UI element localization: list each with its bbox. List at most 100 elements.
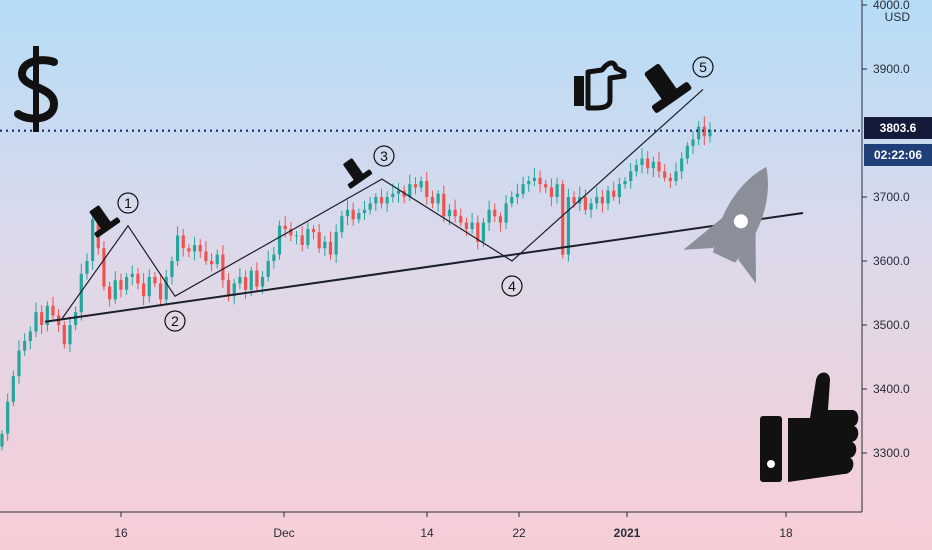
candle-body	[680, 158, 684, 172]
candle-body	[294, 235, 299, 237]
dollar-icon	[14, 46, 59, 132]
candle-body	[515, 193, 520, 197]
candle-body	[413, 184, 418, 188]
candle-body	[368, 203, 372, 210]
candle-body	[328, 241, 333, 255]
gavel-handle	[94, 217, 121, 238]
candle-body	[11, 376, 15, 402]
candle-body	[260, 277, 265, 287]
price-tick-label: 4000.0	[873, 0, 910, 12]
candle-body	[34, 312, 38, 332]
rocket-window	[733, 214, 748, 229]
candle-body	[249, 270, 253, 290]
candle-body	[634, 165, 638, 172]
candle-body	[668, 177, 672, 181]
candle-body	[204, 251, 208, 261]
gavel-head	[343, 158, 364, 181]
wave-marker-circle	[117, 192, 139, 214]
rocket-fin-right	[738, 228, 757, 284]
pointing-hand-icon	[574, 60, 627, 111]
candle-body	[175, 235, 180, 261]
candle-body	[23, 341, 27, 351]
candle-body	[425, 181, 429, 197]
candle-body	[317, 232, 321, 249]
price-tick-label: 3700.0	[873, 190, 910, 204]
gavel-head	[644, 64, 677, 101]
candle-body	[40, 312, 44, 325]
candle-body	[51, 305, 55, 316]
decorations: 1 2 3 4 5	[14, 46, 859, 482]
candle-body	[691, 139, 695, 146]
thumb-cuff-dot	[767, 460, 775, 468]
candle-body	[510, 197, 514, 204]
gavel-icon	[89, 205, 121, 238]
support-line	[44, 212, 804, 323]
candle-body	[255, 270, 259, 287]
candle-body	[311, 229, 316, 233]
candle-body	[391, 193, 395, 197]
candle-body	[476, 222, 480, 242]
candle-body	[572, 197, 576, 204]
candle-body	[402, 190, 406, 197]
candle-body	[91, 219, 95, 261]
wave-marker-label: 4	[508, 278, 516, 294]
candle-body	[442, 193, 446, 217]
time-axis[interactable]: 16 Dec 14 22 2021 18	[0, 511, 862, 540]
gavel-icon	[644, 64, 692, 113]
candle-body	[646, 158, 650, 169]
candle-body	[192, 245, 197, 252]
candle-body	[198, 245, 202, 252]
hand-outline	[585, 60, 627, 111]
gavel-handle	[651, 82, 692, 113]
wave-marker-label: 2	[171, 313, 179, 329]
candle-body	[459, 216, 463, 223]
wave-marker-circle	[164, 310, 186, 332]
candle-body	[623, 181, 627, 185]
candle-body	[113, 280, 117, 300]
candle-body	[45, 305, 49, 325]
candle-body	[408, 184, 412, 197]
candle-body	[102, 248, 106, 287]
wave-marker-circle	[373, 145, 395, 167]
candle-body	[589, 203, 593, 210]
trendlines	[0, 89, 862, 323]
gavel-head	[89, 205, 111, 230]
time-tick-label: 2021	[614, 526, 641, 540]
candle-body	[617, 184, 621, 197]
candle-body	[226, 280, 231, 297]
candle-body	[340, 216, 344, 233]
price-tick-label: 3600.0	[873, 254, 910, 268]
candle-body	[685, 145, 689, 159]
price-axis[interactable]: 3300.0 3400.0 3500.0 3600.0 3700.0 3900.0 4000…	[861, 0, 910, 512]
candle-body	[561, 184, 565, 255]
candle-body	[68, 325, 72, 345]
candle-body	[544, 184, 548, 188]
candle-body	[481, 222, 486, 242]
candle-body	[147, 277, 151, 297]
wave-marker-label: 3	[380, 148, 388, 164]
candle-body	[306, 229, 310, 245]
candle-body	[79, 273, 83, 313]
candle-body	[612, 190, 616, 197]
candle-body	[464, 222, 469, 229]
candle-body	[708, 129, 712, 137]
price-tick-label: 3900.0	[873, 62, 910, 76]
candle-body	[357, 213, 361, 220]
candle-body	[447, 209, 452, 217]
candle-body	[702, 126, 706, 137]
current-price-tag: 3803.6	[864, 117, 932, 139]
candle-body	[119, 280, 123, 290]
candle-body	[108, 286, 112, 300]
candle-body	[125, 277, 129, 290]
candle-body	[130, 273, 134, 277]
candle-body	[334, 232, 338, 255]
time-tick-label: 22	[512, 526, 526, 540]
candle-body	[62, 325, 66, 345]
candle-body	[164, 277, 168, 300]
candle-body	[657, 161, 661, 172]
candle-body	[504, 203, 508, 223]
price-tick-label: 3300.0	[873, 446, 910, 460]
candle-body	[300, 235, 304, 245]
candle-body	[697, 126, 701, 140]
